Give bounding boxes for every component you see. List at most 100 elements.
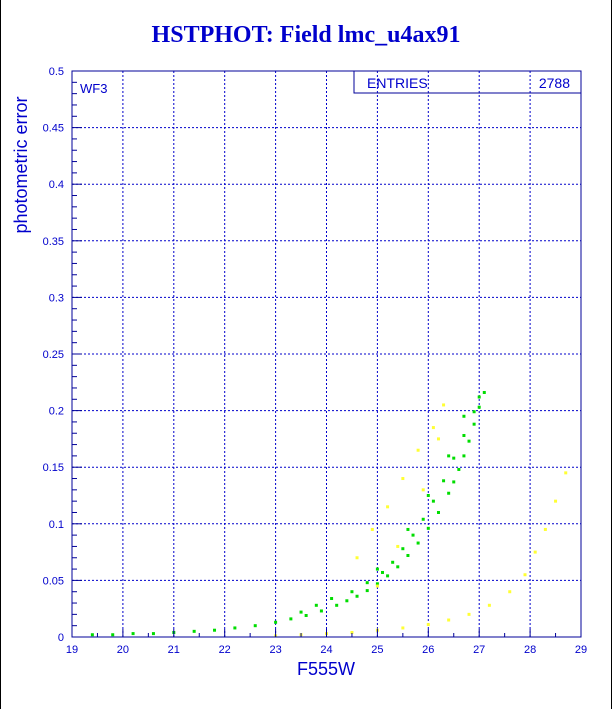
window-border-left [0, 0, 1, 709]
green-data-point [426, 526, 430, 530]
y-axis-label: photometric error [11, 96, 31, 233]
green-data-point [477, 395, 481, 399]
green-data-point [274, 620, 278, 624]
green-data-point [131, 632, 135, 636]
green-data-point [151, 632, 155, 636]
y-tick-label: 0.35 [43, 236, 64, 248]
green-data-point [345, 599, 349, 603]
green-data-point [401, 547, 405, 551]
yellow-data-point [467, 612, 471, 616]
green-data-point [472, 422, 476, 426]
yellow-data-point [426, 623, 430, 627]
x-tick-label: 19 [66, 644, 78, 656]
green-data-point [406, 527, 410, 531]
green-data-point [391, 560, 395, 564]
x-tick-label: 23 [269, 644, 281, 656]
green-data-point [452, 456, 456, 460]
y-tick-label: 0.15 [43, 462, 64, 474]
green-data-point [462, 454, 466, 458]
green-data-point [416, 541, 420, 545]
y-tick-label: 0.5 [49, 66, 64, 78]
green-data-point [314, 603, 318, 607]
yellow-data-point [442, 403, 446, 407]
chart-title: HSTPHOT: Field lmc_u4ax91 [151, 22, 461, 48]
y-tick-label: 0.4 [49, 179, 64, 191]
yellow-data-point [564, 471, 568, 475]
green-data-point [477, 405, 481, 409]
green-data-point [365, 581, 369, 585]
yellow-data-point [508, 590, 512, 594]
yellow-data-point [447, 618, 451, 622]
green-data-point [289, 617, 293, 621]
data-points [90, 390, 568, 638]
green-data-point [375, 567, 379, 571]
grid [72, 71, 581, 637]
green-data-point [355, 594, 359, 598]
green-data-point [447, 491, 451, 495]
yellow-data-point [487, 603, 491, 607]
green-data-point [319, 609, 323, 613]
y-tick-label: 0.3 [49, 292, 64, 304]
green-data-point [431, 499, 435, 503]
x-tick-label: 21 [168, 644, 180, 656]
green-data-point [421, 517, 425, 521]
x-tick-label: 25 [371, 644, 383, 656]
green-data-point [472, 410, 476, 414]
green-data-point [462, 434, 466, 438]
green-data-point [233, 626, 237, 630]
green-data-point [436, 510, 440, 514]
stats-label: ENTRIES [367, 75, 428, 91]
yellow-data-point [523, 573, 527, 577]
green-data-point [442, 479, 446, 483]
green-data-point [192, 629, 196, 633]
axis-ticks [71, 70, 582, 638]
yellow-data-point [554, 499, 558, 503]
tick-labels: 19 20 21 22 23 24 25 26 27 28 29 0 0.05 0.1 0.15 0.2 0.2… [43, 66, 588, 656]
green-data-point [90, 633, 94, 637]
green-data-point [447, 454, 451, 458]
green-data-point [406, 553, 410, 557]
green-data-point [375, 582, 379, 586]
green-data-point [462, 414, 466, 418]
green-data-point [457, 467, 461, 471]
yellow-data-point [543, 527, 547, 531]
y-tick-label: 0.1 [49, 519, 64, 531]
green-data-point [213, 628, 217, 632]
yellow-data-point [436, 437, 440, 441]
yellow-data-point [350, 630, 354, 634]
yellow-data-point [401, 477, 405, 481]
x-tick-label: 29 [575, 644, 587, 656]
x-tick-label: 28 [524, 644, 536, 656]
y-tick-label: 0.45 [43, 123, 64, 135]
yellow-data-point [375, 584, 379, 588]
green-data-point [335, 603, 339, 607]
green-data-point [350, 590, 354, 594]
yellow-data-point [370, 527, 374, 531]
y-tick-label: 0.05 [43, 575, 64, 587]
green-data-point [411, 533, 415, 537]
yellow-data-point [396, 544, 400, 548]
y-tick-label: 0.25 [43, 349, 64, 361]
yellow-data-point [355, 556, 359, 560]
yellow-data-point [401, 626, 405, 630]
green-data-point [426, 494, 430, 497]
green-data-point [467, 439, 471, 443]
x-tick-label: 27 [473, 644, 485, 656]
x-axis-label: F555W [297, 659, 355, 679]
yellow-data-point [533, 550, 537, 554]
green-data-point [380, 570, 384, 574]
yellow-data-point [431, 426, 435, 430]
y-tick-label: 0.2 [49, 406, 64, 418]
green-data-point [386, 574, 390, 578]
stats-value: 2788 [539, 75, 570, 91]
green-data-point [304, 613, 308, 617]
yellow-data-point [386, 505, 390, 509]
green-data-point [330, 597, 334, 601]
green-data-point [452, 480, 456, 484]
green-data-point [396, 565, 400, 569]
yellow-data-point [416, 448, 420, 452]
x-tick-label: 26 [422, 644, 434, 656]
x-tick-label: 20 [117, 644, 129, 656]
green-data-point [365, 589, 369, 593]
